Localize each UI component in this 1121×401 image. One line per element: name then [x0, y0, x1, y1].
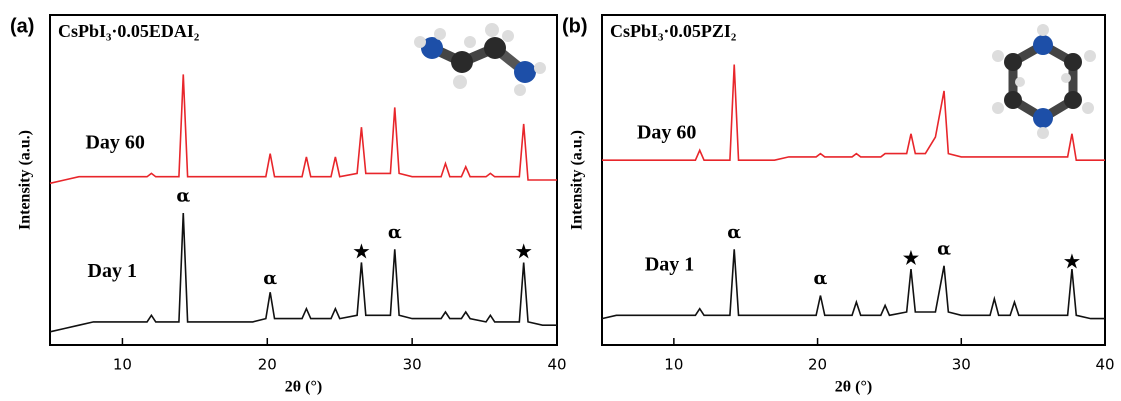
- series-label: Day 1: [88, 260, 137, 282]
- peak-annotation: ★: [1064, 252, 1081, 273]
- series-label: Day 60: [85, 131, 144, 153]
- series-label: Day 60: [637, 121, 696, 143]
- panel: 10 20 30 40 2θ (°) Intensity (a.u.) (a) CsPbI₃·…: [10, 15, 567, 396]
- x-tick-label: 10: [113, 356, 132, 374]
- peak-annotation: α: [937, 238, 951, 259]
- panel-label: (b): [562, 15, 588, 37]
- x-tick-label: 30: [952, 356, 971, 374]
- x-tick-label: 40: [547, 356, 566, 374]
- x-tick-label: 10: [664, 356, 683, 374]
- peak-annotation: ★: [516, 242, 533, 263]
- y-axis-label: Intensity (a.u.): [17, 130, 34, 230]
- x-tick-label: 20: [258, 356, 277, 374]
- panel-title: CsPbI₃·0.05EDAI₂: [58, 21, 199, 41]
- x-axis-label: 2θ (°): [285, 379, 322, 396]
- peak-annotation: α: [176, 186, 190, 207]
- peak-annotation: ★: [903, 248, 920, 269]
- y-axis-label: Intensity (a.u.): [569, 130, 586, 230]
- figure: 10 20 30 40 2θ (°) Intensity (a.u.) (b) CsPbI₃·…: [0, 0, 1121, 401]
- peak-annotation: ★: [353, 242, 370, 263]
- series-label: Day 1: [645, 253, 694, 275]
- panel: 10 20 30 40 2θ (°) Intensity (a.u.) (b) CsPbI₃·…: [562, 15, 1115, 396]
- panel-label: (a): [10, 15, 34, 37]
- panel-title: CsPbI₃·0.05PZI₂: [610, 21, 736, 41]
- series-line: [50, 74, 557, 183]
- x-tick-label: 30: [403, 356, 422, 374]
- peak-annotation: α: [727, 222, 741, 243]
- x-tick-label: 40: [1095, 356, 1114, 374]
- x-axis-label: 2θ (°): [835, 379, 872, 396]
- plot-frame: [602, 15, 1105, 345]
- plot-frame: [50, 15, 557, 345]
- x-tick-label: 20: [808, 356, 827, 374]
- molecule-pz: [992, 24, 1096, 139]
- peak-annotation: α: [388, 222, 402, 243]
- peak-annotation: α: [263, 268, 277, 289]
- molecule-edai: [414, 23, 546, 96]
- peak-annotation: α: [814, 268, 828, 289]
